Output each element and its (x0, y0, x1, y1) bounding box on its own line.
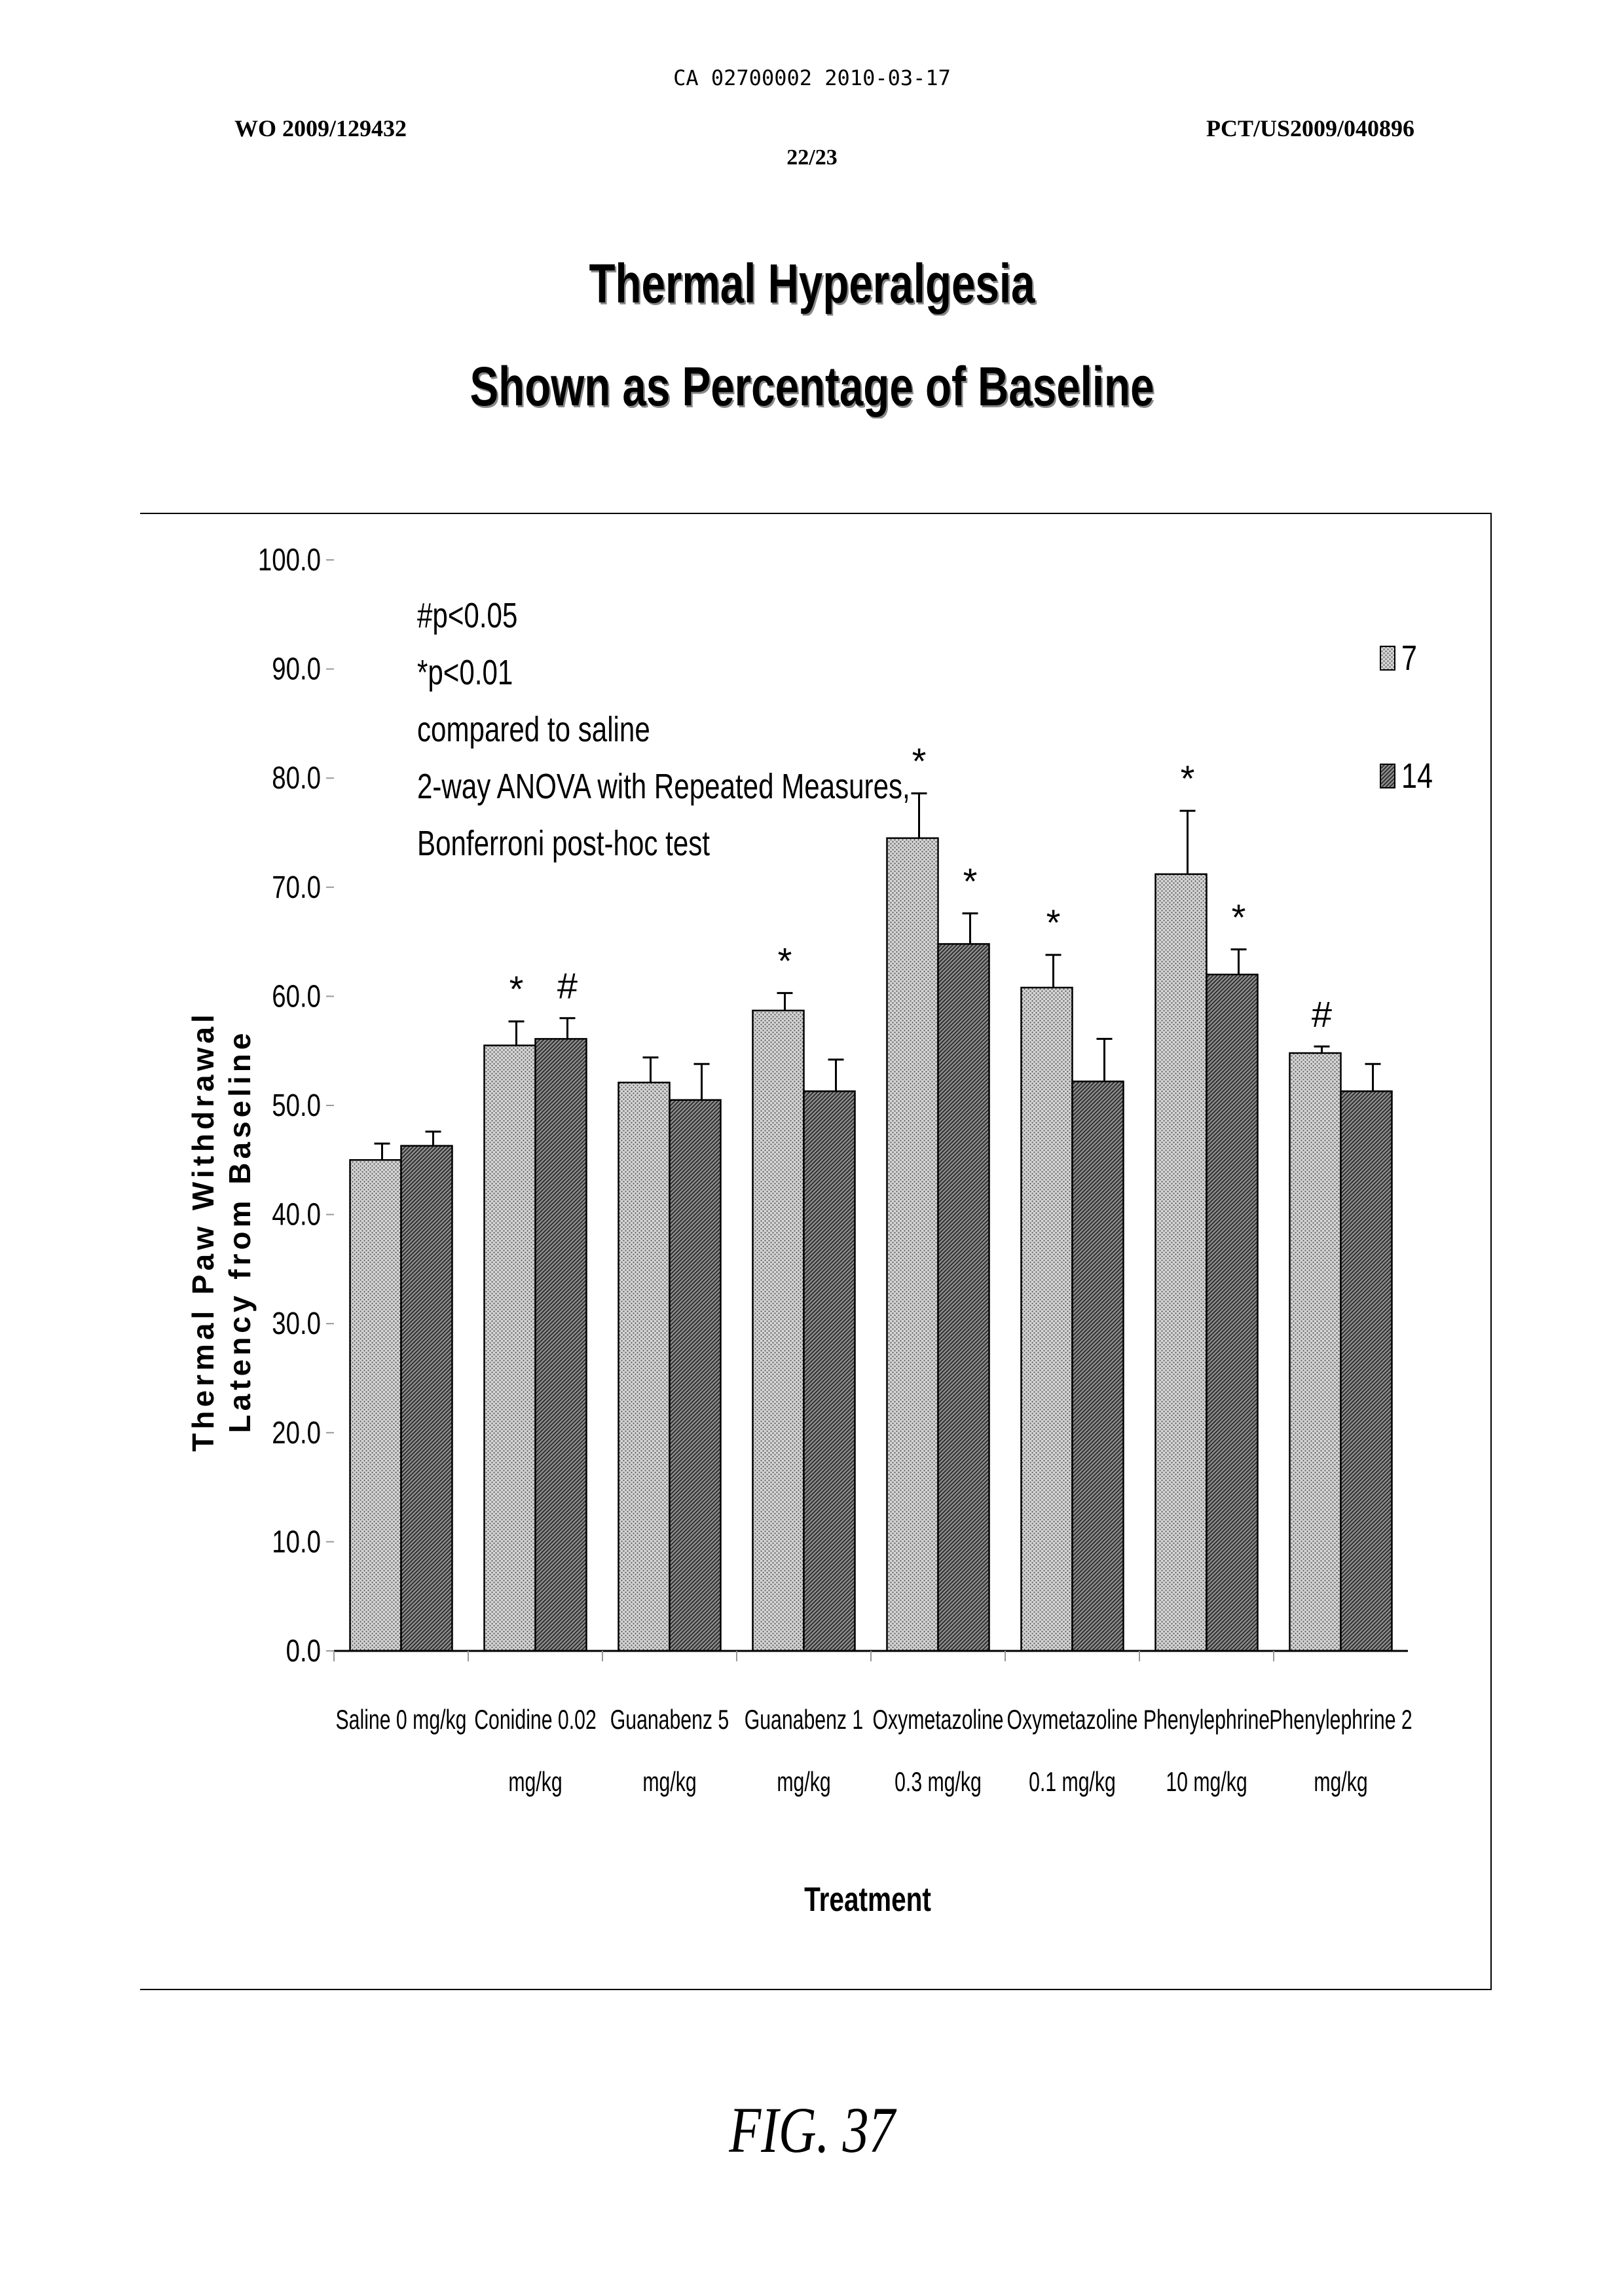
significance-marker: * (509, 969, 524, 1010)
significance-marker: * (778, 940, 792, 981)
bar-series-7 (887, 838, 938, 1651)
y-tick-label: 60.0 (272, 979, 321, 1014)
x-axis-label: Treatment (804, 1880, 931, 1918)
figure-label: FIG. 37 (162, 2092, 1462, 2168)
stats-annotation-line: #p<0.05 (417, 596, 517, 635)
x-tick-label: Phenylephrine 2 (1269, 1704, 1412, 1735)
bar-series-7 (1156, 874, 1207, 1651)
bar-series-14 (938, 944, 989, 1651)
bar-series-14 (804, 1091, 855, 1651)
bar-series-14 (401, 1146, 452, 1651)
y-tick-label: 0.0 (286, 1634, 321, 1669)
significance-marker: # (557, 965, 578, 1007)
x-tick-label: 0.1 mg/kg (1029, 1766, 1116, 1797)
y-tick-label: 70.0 (272, 870, 321, 905)
legend-swatch-14 (1380, 764, 1395, 788)
y-tick-label: 50.0 (272, 1088, 321, 1123)
significance-marker: * (1181, 758, 1195, 799)
y-axis-label-line-1: Thermal Paw Withdrawal (186, 1010, 220, 1452)
significance-marker: * (1232, 897, 1246, 938)
bar-series-7 (753, 1010, 804, 1651)
bar-series-14 (670, 1100, 721, 1651)
legend-label-14: 14 (1401, 757, 1433, 796)
bar-series-7 (1022, 988, 1073, 1651)
significance-marker: * (1046, 902, 1061, 943)
legend-swatch-7 (1380, 646, 1395, 670)
stats-annotation-line: 2-way ANOVA with Repeated Measures, (417, 767, 910, 806)
x-tick-label: Saline 0 mg/kg (336, 1704, 467, 1735)
stats-annotation-line: compared to saline (417, 710, 650, 749)
x-tick-label: Phenylephrine (1143, 1704, 1270, 1735)
y-tick-label: 10.0 (272, 1525, 321, 1559)
significance-marker: * (963, 860, 978, 902)
bar-series-7 (619, 1082, 670, 1651)
x-tick-label: mg/kg (777, 1766, 830, 1797)
y-tick-label: 100.0 (258, 543, 321, 578)
x-tick-label: Guanabenz 1 (745, 1704, 864, 1735)
x-tick-label: Guanabenz 5 (610, 1704, 729, 1735)
x-tick-label: mg/kg (508, 1766, 562, 1797)
x-tick-label: mg/kg (642, 1766, 696, 1797)
bar-chart: 0.0 10.0 20.0 30.0 40.0 50.0 60.0 70.0 80.0 90.0 1… (0, 0, 1624, 2030)
bar-series-7 (485, 1045, 536, 1651)
bar-series-14 (1073, 1081, 1124, 1651)
x-tick-label: Oxymetazoline (873, 1704, 1004, 1735)
x-tick-label: 10 mg/kg (1166, 1766, 1247, 1797)
bar-series-7 (350, 1160, 401, 1651)
bar-series-14 (536, 1039, 587, 1651)
legend-label-7: 7 (1401, 639, 1417, 678)
y-tick-label: 90.0 (272, 652, 321, 687)
stats-annotation-line: *p<0.01 (417, 653, 513, 692)
bar-series-14 (1341, 1091, 1392, 1651)
y-tick-label: 80.0 (272, 761, 321, 796)
x-tick-label: Oxymetazoline (1007, 1704, 1138, 1735)
y-axis-label-line-2: Latency from Baseline (223, 1029, 257, 1434)
stats-annotation-line: Bonferroni post-hoc test (417, 824, 710, 863)
y-tick-label: 40.0 (272, 1198, 321, 1232)
bar-series-7 (1290, 1053, 1341, 1651)
bar-series-14 (1207, 974, 1258, 1651)
x-tick-label: 0.3 mg/kg (895, 1766, 982, 1797)
x-tick-label: mg/kg (1314, 1766, 1367, 1797)
y-tick-label: 20.0 (272, 1416, 321, 1451)
y-tick-label: 30.0 (272, 1306, 321, 1341)
significance-marker: * (912, 741, 927, 782)
x-tick-label: Conidine 0.02 (474, 1704, 597, 1735)
significance-marker: # (1312, 993, 1332, 1035)
